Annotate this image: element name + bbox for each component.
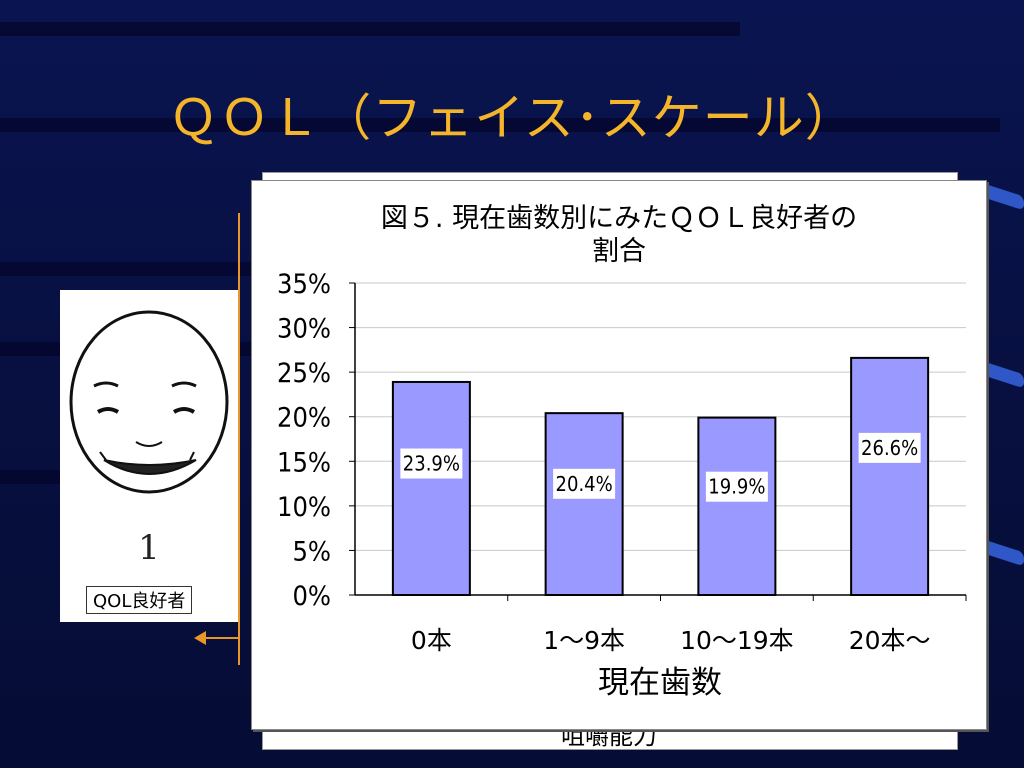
scale-indicator-line (238, 213, 240, 665)
face-scale-label: QOL良好者 (86, 586, 193, 614)
slide-title: ＱＯＬ（フェイス･スケール） (168, 89, 856, 147)
y-tick-label: 0% (292, 581, 331, 612)
x-tick-label: 10〜19本 (680, 626, 794, 655)
x-axis-title: 現在歯数 (598, 665, 722, 701)
y-tick-label: 25% (277, 358, 331, 389)
bar-chart-card: 図５. 現在歯数別にみたＱＯＬ良好者の 割合 0% 5% 10% 15% 20% 25% 30%… (251, 180, 987, 730)
y-tick-label: 5% (292, 536, 331, 567)
chart-title-line: 割合 (592, 236, 646, 267)
bar (544, 412, 624, 596)
data-label-box (400, 448, 463, 479)
y-tick-label: 15% (277, 447, 331, 478)
data-label: 26.6% (861, 436, 918, 460)
y-tick-label: 30% (277, 314, 331, 345)
x-tick-label: 20本〜 (849, 626, 931, 655)
y-tick-label: 10% (277, 492, 331, 523)
data-label: 19.9% (708, 475, 765, 499)
y-tick-label: 35% (277, 269, 331, 300)
data-label-box (553, 468, 616, 499)
x-tick-label: 1〜9本 (543, 626, 625, 655)
x-tick-label: 0本 (411, 626, 452, 655)
bar (391, 380, 471, 596)
data-label-box (858, 432, 921, 463)
chart-title-line: 図５. 現在歯数別にみたＱＯＬ良好者の (381, 203, 857, 234)
data-label-box (705, 471, 768, 502)
bar (697, 416, 777, 596)
bar (850, 356, 930, 596)
scale-arrow-icon (194, 631, 240, 645)
smiling-face-icon (69, 310, 229, 494)
data-label: 20.4% (556, 472, 613, 496)
face-scale-panel: 1 QOL良好者 (60, 290, 238, 622)
y-tick-label: 20% (277, 403, 331, 434)
data-label: 23.9% (403, 452, 460, 476)
face-scale-number: 1 (138, 528, 160, 568)
